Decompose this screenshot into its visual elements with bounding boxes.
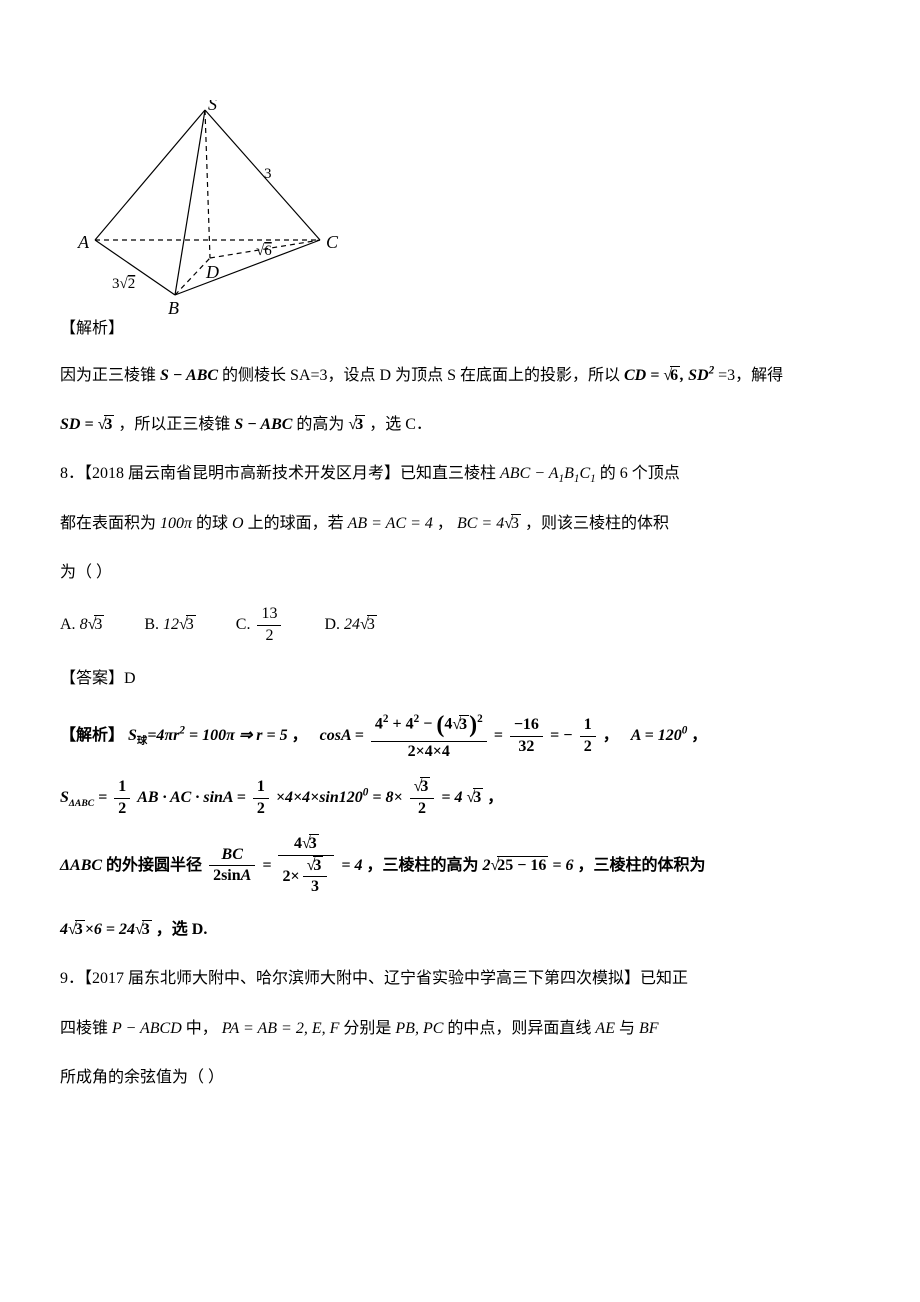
pyramid-diagram: S A B C D 3 √6 3√2 【解析】 bbox=[60, 100, 860, 344]
svg-text:√6: √6 bbox=[256, 243, 272, 259]
q8-line2: 都在表面积为 100π 的球 O 上的球面，若 AB = AC = 4 ， BC… bbox=[60, 506, 860, 541]
p7-cd: CD = √6, SD2 bbox=[624, 367, 714, 384]
analysis-label-7: 【解析】 bbox=[60, 320, 124, 337]
q8-optC: C. 132 bbox=[236, 604, 285, 647]
q8-prefix: 8．【2018 届云南省昆明市高新技术开发区月考】已知直三棱柱 bbox=[60, 465, 496, 482]
q8-line1: 8．【2018 届云南省昆明市高新技术开发区月考】已知直三棱柱 ABC − A1… bbox=[60, 456, 860, 492]
q8-sol-s: S球 bbox=[128, 727, 147, 744]
svg-text:D: D bbox=[205, 262, 219, 282]
q8-l2d: ，则该三棱柱的体积 bbox=[525, 515, 669, 532]
q8-sol-frac1: 42 + 42 − (4√3)2 2×4×4 bbox=[371, 710, 487, 763]
p7-t5: 的高为 bbox=[296, 416, 344, 433]
q8-sol-line4: 4√3×6 = 24√3 ，选 D. bbox=[60, 912, 860, 947]
p7-sabc1: S − ABC bbox=[160, 367, 218, 384]
q8-l2b: 的球 bbox=[196, 515, 228, 532]
q9-line3: 所成角的余弦值为（ ） bbox=[60, 1060, 860, 1095]
pyramid-svg: S A B C D 3 √6 3√2 bbox=[60, 100, 350, 315]
p7-t1: 因为正三棱锥 bbox=[60, 367, 156, 384]
svg-text:C: C bbox=[326, 232, 339, 252]
q8-sol-label: 【解析】 bbox=[60, 727, 124, 744]
q8-prism: ABC − A1B1C1 bbox=[500, 465, 596, 482]
q8-sol-frac3: 1 2 bbox=[580, 715, 596, 758]
q8-optB: B. 12√3 bbox=[144, 607, 195, 642]
p7-sabc2: S − ABC bbox=[234, 416, 292, 433]
p7-t2: 的侧棱长 SA=3，设点 D 为顶点 S 在底面上的投影，所以 bbox=[222, 367, 620, 384]
q8-sol-line3: ΔABC 的外接圆半径 BC 2sinA = 4√3 2×√33 = 4 ，三棱… bbox=[60, 834, 860, 898]
q8-line3: 为（ ） bbox=[60, 555, 860, 590]
p7-t4: ，所以正三棱锥 bbox=[118, 416, 230, 433]
q8-answer: 【答案】D bbox=[60, 661, 860, 696]
q8-optD: D. 24√3 bbox=[324, 607, 376, 642]
p7-line1: 因为正三棱锥 S − ABC 的侧棱长 SA=3，设点 D 为顶点 S 在底面上… bbox=[60, 358, 860, 393]
q8-sol-cosA: cosA = bbox=[320, 727, 368, 744]
q8-abac: AB = AC = 4 bbox=[348, 515, 433, 532]
q8-sol-frac2: −16 32 bbox=[510, 715, 543, 758]
p7-t6: ，选 C． bbox=[369, 416, 432, 433]
q8-sol-line2: SΔABC = 12 AB · AC · sinA = 12 ×4×4×sin1… bbox=[60, 777, 860, 820]
q8-options: A. 8√3 B. 12√3 C. 132 D. 24√3 bbox=[60, 604, 860, 647]
q8-l2c: 上的球面，若 bbox=[248, 515, 344, 532]
q8-comma: ， bbox=[437, 515, 453, 532]
p7-sd: SD = √3 bbox=[60, 416, 114, 433]
p7-line2: SD = √3 ，所以正三棱锥 S − ABC 的高为 √3 ，选 C． bbox=[60, 407, 860, 442]
p7-t3: =3，解得 bbox=[718, 367, 783, 384]
svg-text:3: 3 bbox=[264, 166, 272, 182]
svg-text:A: A bbox=[77, 232, 90, 252]
q9-line2: 四棱锥 P − ABCD 中， PA = AB = 2, E, F 分别是 PB… bbox=[60, 1011, 860, 1046]
q8-100pi: 100π bbox=[160, 515, 192, 532]
svg-text:S: S bbox=[208, 100, 217, 114]
q8-optA: A. 8√3 bbox=[60, 607, 104, 642]
q8-suffix: 的 6 个顶点 bbox=[600, 465, 680, 482]
q8-sol-A120: A = 1200 bbox=[631, 727, 688, 744]
svg-text:B: B bbox=[168, 298, 179, 315]
q8-bc: BC = 4√3 bbox=[457, 515, 521, 532]
svg-text:3√2: 3√2 bbox=[112, 276, 135, 292]
q8-sol-eq1: =4πr2 = 100π ⇒ r = 5 bbox=[147, 727, 287, 744]
q8-sol-line1: 【解析】 S球=4πr2 = 100π ⇒ r = 5 ， cosA = 42 … bbox=[60, 710, 860, 763]
q8-l2a: 都在表面积为 bbox=[60, 515, 156, 532]
q8-O: O bbox=[232, 515, 244, 532]
q9-line1: 9．【2017 届东北师大附中、哈尔滨师大附中、辽宁省实验中学高三下第四次模拟】… bbox=[60, 961, 860, 996]
p7-h: √3 bbox=[348, 416, 365, 433]
